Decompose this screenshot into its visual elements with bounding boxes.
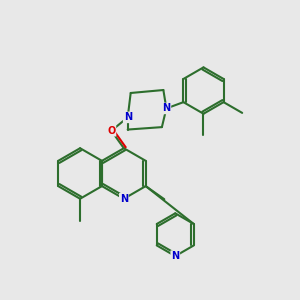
Text: O: O <box>107 126 116 136</box>
Text: N: N <box>162 103 170 113</box>
Text: N: N <box>171 251 179 261</box>
Text: N: N <box>124 112 132 122</box>
Text: N: N <box>120 194 128 204</box>
